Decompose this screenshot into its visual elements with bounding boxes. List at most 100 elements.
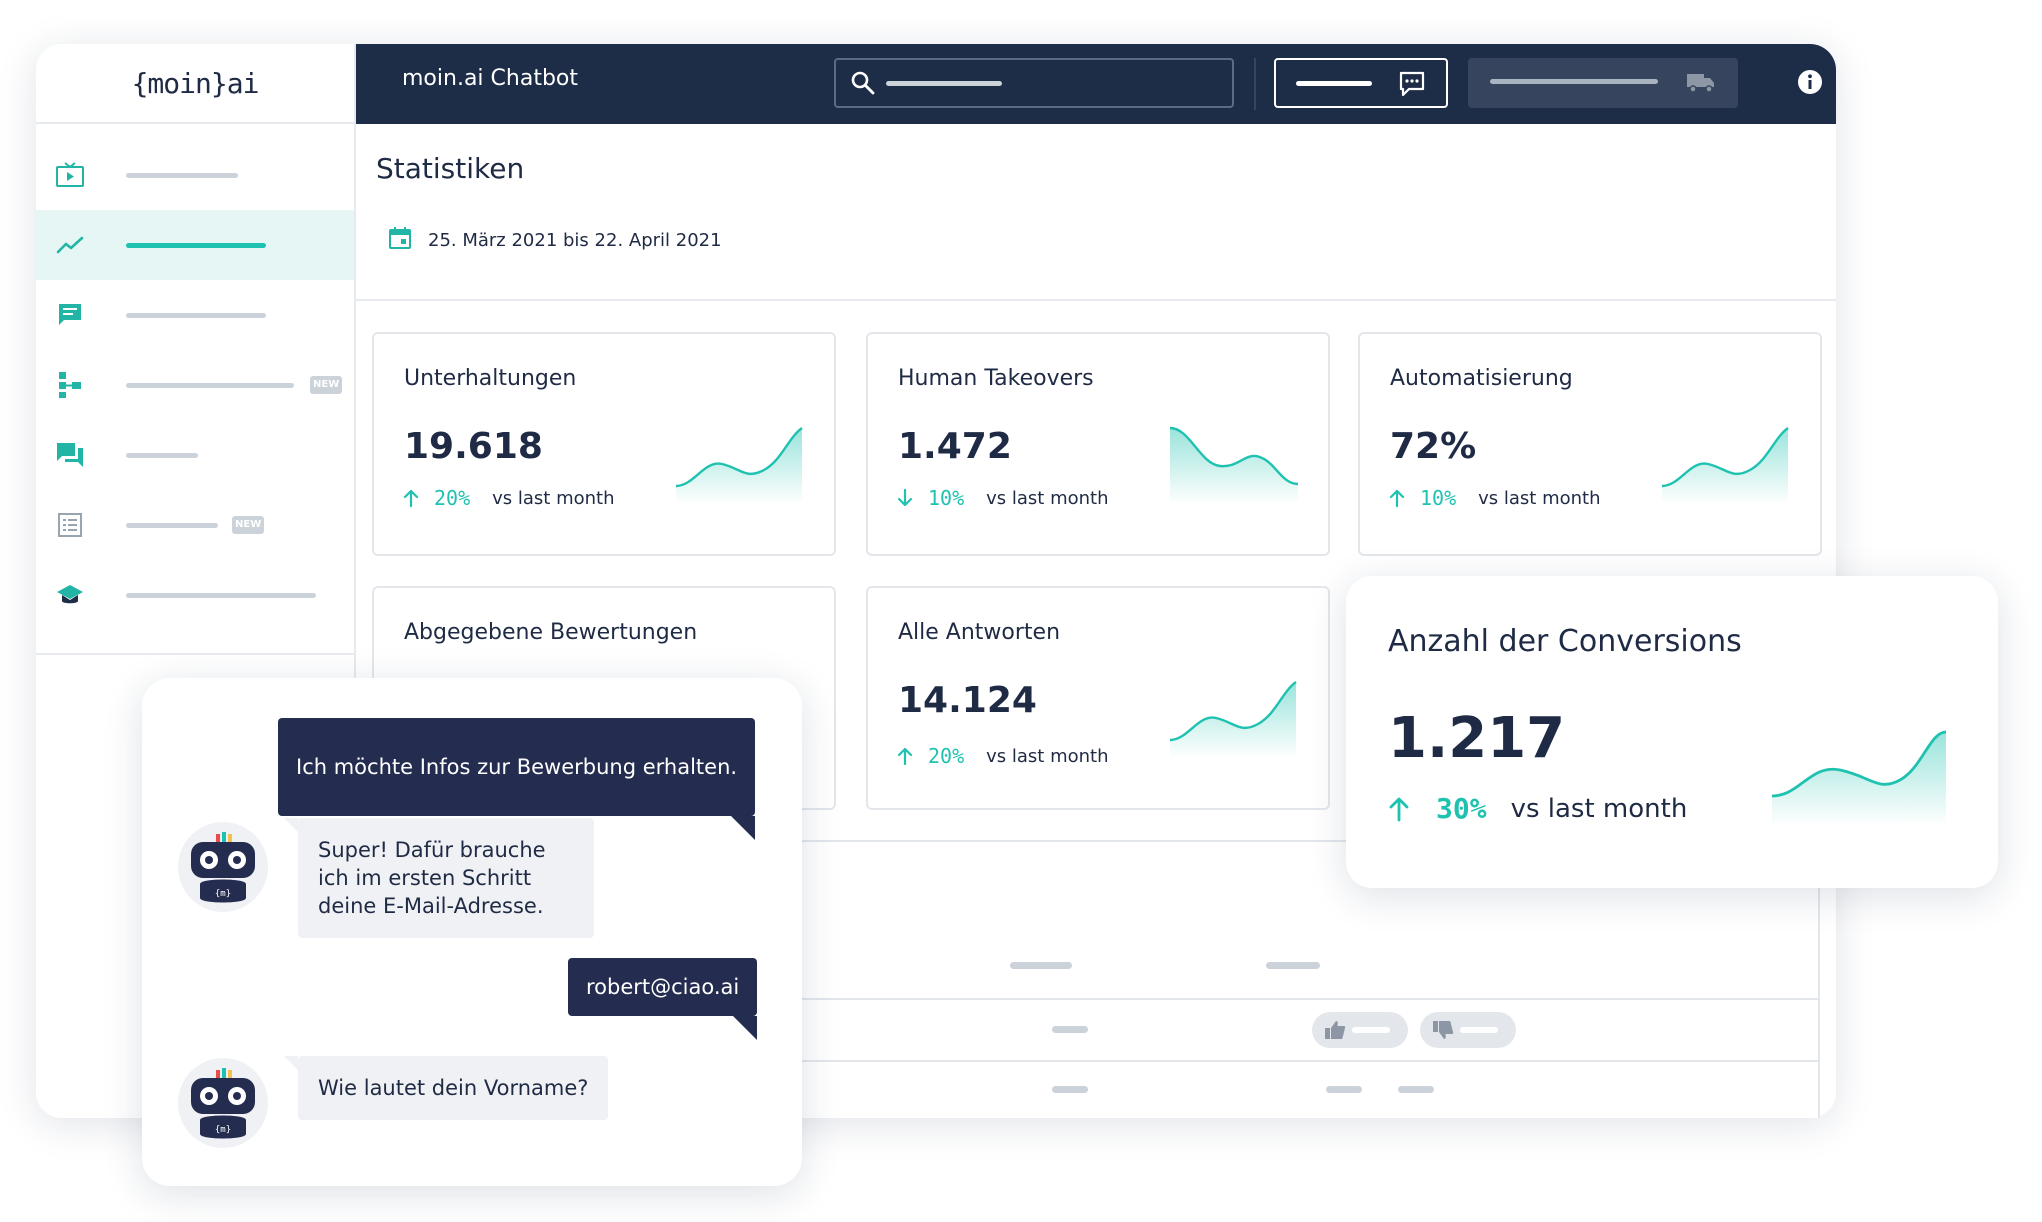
card-title: Anzahl der Conversions: [1388, 624, 1742, 659]
card-percent: 10%: [1420, 486, 1457, 510]
search-placeholder-bar: [886, 81, 1002, 86]
date-range-picker[interactable]: 25. März 2021 bis 22. April 2021: [388, 226, 722, 255]
arrow-down-icon: [897, 488, 913, 507]
card-percent: 20%: [928, 744, 965, 768]
sparkline-chart: [1169, 426, 1299, 504]
button-label-placeholder: [1296, 81, 1372, 86]
card-comparison: vs last month: [492, 487, 615, 509]
table-row-divider: [712, 1060, 1820, 1062]
chat-widget: Ich möchte Infos zur Bewerbung erhalten.…: [142, 678, 802, 1186]
chat-bubble-icon: [1398, 70, 1426, 102]
card-comparison: vs last month: [1478, 487, 1601, 509]
stat-card-conversations[interactable]: Unterhaltungen 19.618 20% vs last month: [372, 332, 836, 556]
deploy-button[interactable]: [1468, 58, 1738, 108]
sidebar-item-label-placeholder: [126, 522, 218, 528]
table-header-placeholder: [1010, 962, 1072, 969]
card-title: Human Takeovers: [898, 366, 1094, 391]
search-input[interactable]: [834, 58, 1234, 108]
page-title: Statistiken: [376, 152, 525, 185]
rating-count-placeholder: [1460, 1027, 1498, 1033]
card-title: Abgegebene Bewertungen: [404, 620, 698, 645]
sparkline-chart: [1771, 730, 1947, 826]
table-row-divider: [712, 998, 1820, 1000]
thumbs-up-icon: [1325, 1021, 1346, 1039]
stat-card-automation[interactable]: Automatisierung 72% 10% vs last month: [1358, 332, 1822, 556]
app-title: moin.ai Chatbot: [402, 66, 578, 91]
card-comparison: vs last month: [1510, 793, 1688, 824]
thumbs-down-button[interactable]: [1420, 1012, 1516, 1048]
sidebar-item-label-placeholder: [126, 242, 266, 248]
arrow-up-icon: [897, 747, 913, 766]
chat-message-icon: [56, 301, 84, 329]
trend-line-icon: [56, 231, 84, 259]
table-cell-placeholder: [1398, 1086, 1434, 1093]
flow-tree-icon: [56, 371, 84, 399]
card-comparison: vs last month: [986, 745, 1109, 767]
arrow-up-icon: [1389, 797, 1409, 821]
card-trend: 30% vs last month: [1388, 792, 1687, 825]
card-trend: 10% vs last month: [896, 486, 1109, 510]
bot-message: Wie lautet dein Vorname?: [284, 1056, 609, 1120]
bubble-tail: [284, 1056, 298, 1070]
logo[interactable]: {moin}ai: [36, 44, 354, 124]
card-percent: 30%: [1436, 792, 1487, 825]
card-value: 1.472: [898, 426, 1012, 467]
sidebar-item-1[interactable]: [36, 140, 354, 210]
sidebar-item-3[interactable]: [36, 280, 354, 350]
sidebar-item-4[interactable]: NEW: [36, 350, 354, 420]
logo-text: {moin}ai: [131, 66, 260, 100]
info-icon[interactable]: [1796, 68, 1824, 100]
bot-message: Super! Dafür brauche ich im ersten Schri…: [284, 818, 594, 938]
header-divider: [356, 299, 1836, 301]
thumbs-up-button[interactable]: [1312, 1012, 1408, 1048]
user-message: Ich möchte Infos zur Bewerbung erhalten.: [278, 718, 756, 840]
message-text: Ich möchte Infos zur Bewerbung erhalten.: [296, 755, 738, 779]
sidebar-divider: [36, 653, 354, 655]
bubble-tail: [731, 816, 756, 840]
card-trend: 20% vs last month: [402, 486, 615, 510]
graduation-cap-icon: [56, 581, 84, 609]
stat-card-human-takeovers[interactable]: Human Takeovers 1.472 10% vs last month: [866, 332, 1330, 556]
search-icon: [850, 70, 876, 100]
sidebar: {moin}ai: [36, 44, 356, 1118]
sidebar-item-label-placeholder: [126, 312, 266, 318]
robot-icon: {m}: [191, 1068, 255, 1139]
sparkline-chart: [675, 427, 803, 504]
top-header: moin.ai Chatbot: [356, 44, 1836, 124]
table-cell-placeholder: [1052, 1026, 1088, 1033]
sidebar-item-5[interactable]: [36, 420, 354, 490]
card-title: Alle Antworten: [898, 620, 1061, 645]
chat-preview-button[interactable]: [1274, 58, 1448, 108]
svg-text:{m}: {m}: [215, 1125, 231, 1135]
table-header-placeholder: [1266, 962, 1320, 969]
calendar-icon: [388, 226, 412, 255]
new-badge: NEW: [310, 376, 343, 394]
conversions-card[interactable]: Anzahl der Conversions 1.217 30% vs last…: [1346, 576, 1998, 888]
conversations-icon: [56, 441, 84, 469]
truck-icon: [1686, 70, 1716, 98]
user-message: robert@ciao.ai: [568, 958, 758, 1040]
card-percent: 20%: [434, 486, 471, 510]
sidebar-item-7[interactable]: [36, 560, 354, 630]
new-badge: NEW: [232, 516, 265, 534]
bubble-tail: [733, 1016, 758, 1040]
sidebar-item-label-placeholder: [126, 172, 238, 178]
date-range-text: 25. März 2021 bis 22. April 2021: [428, 230, 722, 251]
sparkline-chart: [1169, 681, 1297, 758]
card-value: 1.217: [1388, 706, 1566, 771]
message-text: robert@ciao.ai: [586, 975, 740, 999]
table-cell-placeholder: [1326, 1086, 1362, 1093]
bot-avatar: {m}: [178, 1058, 268, 1148]
robot-icon: {m}: [191, 832, 255, 903]
tv-play-icon: [56, 161, 84, 189]
button-label-placeholder: [1490, 79, 1658, 84]
sidebar-item-label-placeholder: [126, 452, 198, 458]
card-comparison: vs last month: [986, 487, 1109, 509]
card-title: Unterhaltungen: [404, 366, 577, 391]
sidebar-item-6[interactable]: NEW: [36, 490, 354, 560]
stat-card-all-answers[interactable]: Alle Antworten 14.124 20% vs last month: [866, 586, 1330, 810]
sidebar-item-statistics[interactable]: [36, 210, 354, 280]
thumbs-down-icon: [1433, 1021, 1454, 1039]
message-text: Super! Dafür brauche ich im ersten Schri…: [318, 838, 546, 918]
